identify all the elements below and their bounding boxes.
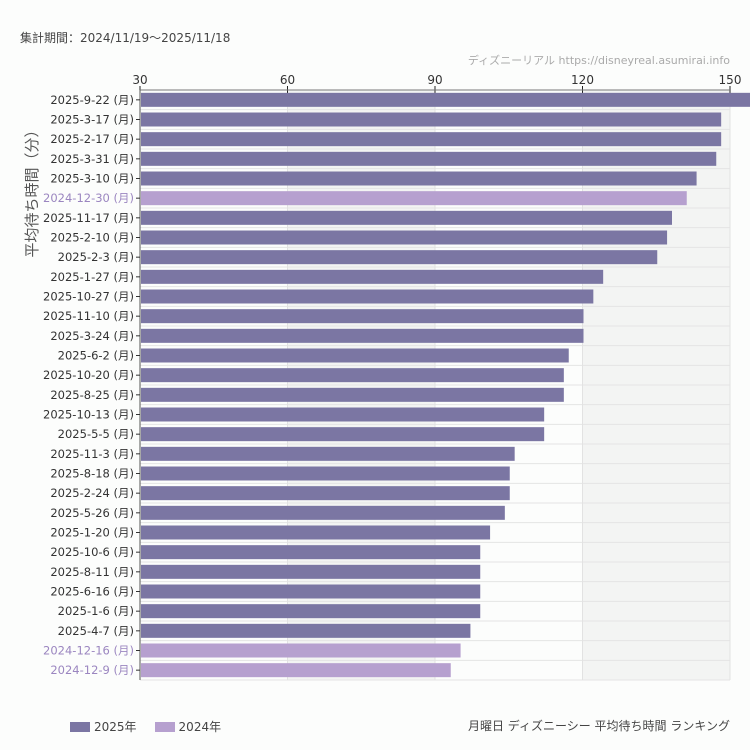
y-tick-label: 2025-10-27 (月) (43, 290, 134, 304)
bar (141, 368, 564, 383)
y-tick-label: 2025-3-31 (月) (50, 152, 134, 166)
bar (141, 407, 545, 422)
bar (141, 132, 722, 147)
y-tick-label: 2025-10-6 (月) (50, 545, 134, 559)
bar (141, 250, 658, 265)
bar (141, 191, 687, 206)
x-tick-label: 90 (427, 73, 442, 87)
bar (141, 584, 481, 599)
y-tick-label: 2024-12-16 (月) (43, 644, 134, 658)
bar (141, 289, 594, 304)
legend-swatch-2024 (154, 722, 175, 732)
x-tick-label: 120 (571, 73, 594, 87)
bar (141, 112, 722, 127)
bar (141, 230, 668, 245)
y-tick-label: 2025-10-20 (月) (43, 368, 134, 382)
y-tick-label: 2025-9-22 (月) (50, 93, 134, 107)
bar (141, 663, 451, 678)
bar (141, 387, 564, 402)
bar (141, 348, 569, 363)
y-tick-label: 2025-3-24 (月) (50, 329, 134, 343)
legend-item-2025: 2025年 (70, 718, 137, 735)
site-credit[interactable]: ディズニーリアル https://disneyreal.asumirai.inf… (467, 54, 730, 67)
y-tick-label: 2025-3-10 (月) (50, 172, 134, 186)
bar (141, 328, 584, 343)
y-tick-label: 2025-3-17 (月) (50, 113, 134, 127)
bar (141, 643, 461, 658)
legend-label-2025: 2025年 (94, 720, 137, 734)
y-tick-label: 2025-11-3 (月) (50, 447, 134, 461)
bar (141, 171, 697, 186)
y-tick-label: 2025-1-20 (月) (50, 526, 134, 540)
y-tick-label: 2024-12-30 (月) (43, 191, 134, 205)
legend-item-2024: 2024年 (154, 718, 222, 735)
bar (141, 545, 481, 560)
y-tick-label: 2025-6-2 (月) (58, 349, 134, 363)
bar (141, 505, 505, 520)
chart-footer-title: 月曜日 ディズニーシー 平均待ち時間 ランキング (467, 719, 730, 733)
bar (141, 623, 471, 638)
x-tick-label: 30 (132, 73, 147, 87)
y-tick-label: 2025-8-11 (月) (50, 565, 134, 579)
bar (141, 525, 491, 540)
y-tick-label: 2025-2-24 (月) (50, 486, 134, 500)
y-tick-label: 2025-2-17 (月) (50, 132, 134, 146)
y-tick-label: 2025-6-16 (月) (50, 585, 134, 599)
bar (141, 210, 672, 225)
bar (141, 92, 750, 107)
bar (141, 604, 481, 619)
bar (141, 564, 481, 579)
y-tick-label: 2025-10-13 (月) (43, 408, 134, 422)
y-tick-label: 2025-11-10 (月) (43, 309, 134, 323)
legend-label-2024: 2024年 (178, 720, 222, 734)
y-tick-label: 2024-12-9 (月) (50, 663, 134, 677)
bar (141, 486, 510, 501)
y-tick-label: 2025-5-5 (月) (58, 427, 134, 441)
y-tick-label: 2025-5-26 (月) (50, 506, 134, 520)
legend: 2025年 2024年 (70, 718, 221, 735)
y-tick-label: 2025-1-27 (月) (50, 270, 134, 284)
bar (141, 309, 584, 324)
bar (141, 446, 515, 461)
bar (141, 269, 604, 284)
y-tick-label: 2025-4-7 (月) (58, 624, 134, 638)
x-tick-label: 60 (280, 73, 295, 87)
bar (141, 151, 717, 166)
legend-swatch-2025 (70, 722, 90, 732)
y-tick-label: 2025-2-10 (月) (50, 231, 134, 245)
y-tick-label: 2025-8-18 (月) (50, 467, 134, 481)
y-tick-label: 2025-1-6 (月) (58, 604, 134, 618)
y-tick-label: 2025-2-3 (月) (58, 250, 134, 264)
bar (141, 427, 545, 442)
bar (141, 466, 510, 481)
y-tick-label: 2025-11-17 (月) (43, 211, 134, 225)
x-tick-label: 150 (719, 73, 742, 87)
y-tick-label: 2025-8-25 (月) (50, 388, 134, 402)
y-axis-label: 平均待ち時間（分） (23, 122, 41, 257)
aggregation-period: 集計期間：2024/11/19〜2025/11/18 (20, 31, 231, 45)
